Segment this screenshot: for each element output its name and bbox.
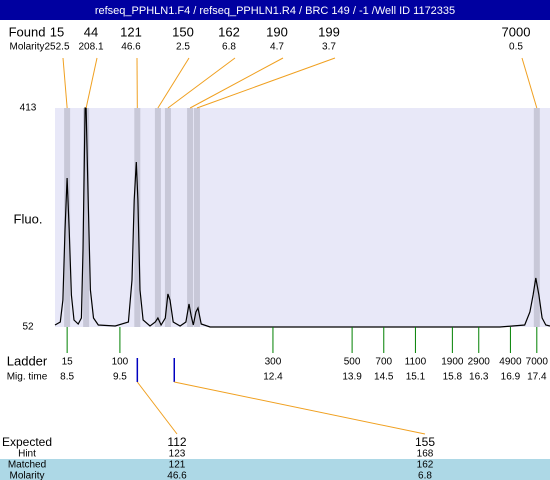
ladder-time: 15.1	[406, 372, 426, 383]
ladder-size: 700	[375, 357, 392, 368]
found-size: 15	[50, 24, 64, 39]
ladder-time: 16.3	[469, 372, 489, 383]
ladder-time: 15.8	[443, 372, 463, 383]
ladder-size: 7000	[526, 357, 549, 368]
ladder-time: 14.5	[374, 372, 394, 383]
found-size: 44	[84, 24, 98, 39]
ladder-size: 100	[112, 357, 129, 368]
found-size: 7000	[502, 24, 531, 39]
found-size: 162	[218, 24, 240, 39]
expected-size: 112	[167, 435, 186, 449]
expected-connector	[174, 381, 426, 435]
found-label: Found	[9, 24, 46, 39]
found-molarity: 4.7	[270, 42, 284, 53]
matched-label: Matched	[8, 460, 46, 471]
found-molarity: 0.5	[509, 42, 523, 53]
ladder-time: 9.5	[113, 372, 127, 383]
found-molarity: 6.8	[222, 42, 236, 53]
expected-size: 155	[415, 435, 435, 449]
ladder-time: 17.4	[527, 372, 547, 383]
found-molarity: 252.5	[44, 42, 69, 53]
y-label: Fluo.	[14, 211, 43, 226]
found-molarity: 2.5	[176, 42, 190, 53]
found-connector	[189, 57, 284, 109]
ladder-size: 15	[62, 357, 74, 368]
molarity-value: 46.6	[167, 471, 187, 480]
matched-band	[0, 459, 550, 480]
ladder-time: 16.9	[501, 372, 521, 383]
plot-area	[55, 108, 550, 327]
matched-value: 162	[417, 460, 434, 471]
molarity-value: 6.8	[418, 471, 432, 480]
ladder-size: 1100	[405, 357, 427, 368]
ladder-time: 13.9	[342, 372, 362, 383]
found-connector	[196, 57, 336, 109]
trace	[54, 107, 550, 328]
ladder-label: Ladder	[7, 353, 48, 368]
found-molarity: 3.7	[322, 42, 336, 53]
peak-band	[64, 108, 71, 327]
matched-value: 121	[169, 460, 186, 471]
ladder-size: 1900	[441, 357, 464, 368]
found-connector	[85, 57, 98, 109]
peak-band	[187, 108, 194, 327]
ladder-size: 2900	[468, 357, 491, 368]
ladder-time: 8.5	[60, 372, 74, 383]
found-connector	[157, 57, 190, 109]
peak-band	[533, 108, 540, 327]
found-molarity: 208.1	[78, 42, 103, 53]
title: refseq_PPHLN1.F4 / refseq_PPHLN1.R4 / BR…	[95, 5, 455, 17]
ladder-time: 12.4	[263, 372, 283, 383]
found-connector	[62, 57, 68, 109]
expected-connector	[136, 381, 178, 435]
peak-band	[83, 108, 90, 327]
found-size: 150	[172, 24, 194, 39]
ladder-size: 500	[344, 357, 361, 368]
hint-value: 168	[417, 449, 434, 460]
title-bar	[0, 0, 550, 20]
found-connector	[521, 57, 538, 109]
found-size: 190	[266, 24, 288, 39]
ladder-size: 300	[265, 357, 282, 368]
hint-label: Hint	[18, 449, 36, 460]
mig-time-label: Mig. time	[7, 372, 48, 383]
peak-band	[193, 108, 200, 327]
expected-label: Expected	[2, 435, 52, 449]
peak-band	[154, 108, 161, 327]
peak-band	[134, 108, 141, 327]
hint-value: 123	[169, 449, 186, 460]
molarity-label: Molarity	[9, 42, 44, 53]
ladder-size: 4900	[499, 357, 522, 368]
y-tick-label: 413	[20, 103, 37, 114]
y-tick-label: 52	[22, 322, 34, 333]
found-size: 121	[120, 24, 142, 39]
found-connector	[167, 57, 236, 109]
peak-band	[164, 108, 171, 327]
found-size: 199	[318, 24, 340, 39]
exp-molarity-label: Molarity	[9, 471, 44, 480]
found-molarity: 46.6	[121, 42, 141, 53]
